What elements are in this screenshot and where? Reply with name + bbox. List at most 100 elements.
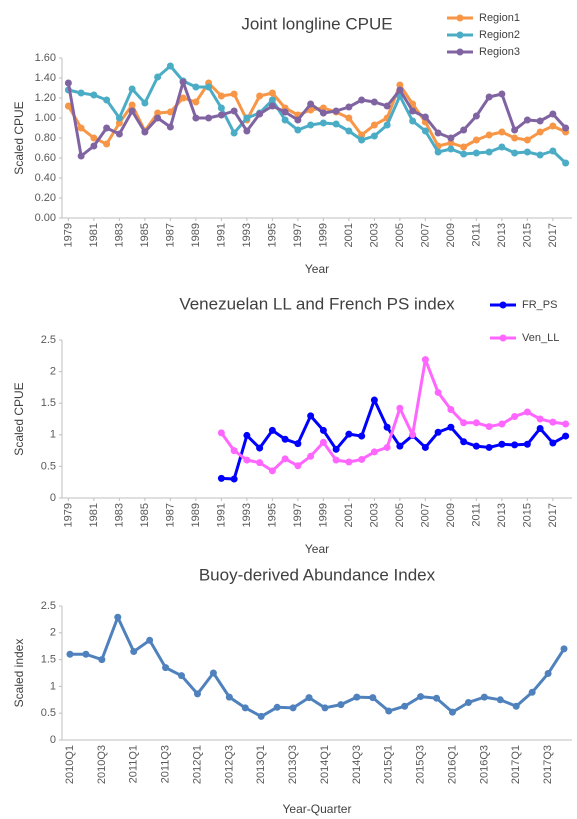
legend-marker <box>456 14 464 22</box>
x-axis-title: Year <box>305 262 329 276</box>
data-point <box>337 701 345 709</box>
data-point <box>289 704 297 712</box>
y-tick-label: 1 <box>50 680 56 692</box>
x-tick-label: 2013 <box>496 223 508 247</box>
data-point <box>345 127 353 135</box>
data-point <box>268 426 276 434</box>
data-point <box>523 440 531 448</box>
x-tick-label: 1983 <box>113 503 125 527</box>
data-point <box>353 693 361 701</box>
x-tick-label: 1999 <box>317 223 329 247</box>
data-point <box>562 124 570 132</box>
data-point <box>421 113 429 121</box>
data-point <box>256 459 264 467</box>
y-tick-label: 0.60 <box>35 152 56 164</box>
data-point <box>217 104 225 112</box>
data-point <box>230 475 238 483</box>
data-point <box>243 114 251 122</box>
data-point <box>480 693 488 701</box>
data-point <box>243 431 251 439</box>
y-tick-label: 1.00 <box>35 112 56 124</box>
data-point <box>498 128 506 136</box>
legend-label: FR_PS <box>522 299 557 311</box>
data-point <box>385 707 393 715</box>
legend-label: Ven_LL <box>522 332 559 344</box>
x-tick-label: 2017Q1 <box>510 745 522 784</box>
data-point <box>256 92 264 100</box>
y-tick-label: 0.20 <box>35 192 56 204</box>
y-axis-title: Scaled CPUE <box>12 101 26 174</box>
data-point <box>90 142 98 150</box>
legend-marker <box>499 334 507 342</box>
data-point <box>146 636 154 644</box>
data-point <box>128 85 136 93</box>
x-tick-label: 1999 <box>317 503 329 527</box>
x-tick-label: 2016Q3 <box>478 745 490 784</box>
data-point <box>192 83 200 91</box>
data-point <box>369 694 377 702</box>
data-point <box>498 90 506 98</box>
x-tick-label: 2015 <box>521 503 533 527</box>
data-point <box>536 128 544 136</box>
x-tick-label: 2010Q3 <box>96 745 108 784</box>
data-point <box>549 110 557 118</box>
x-tick-label: 1989 <box>190 223 202 247</box>
chart-title: Venezuelan LL and French PS index <box>179 294 455 313</box>
data-point <box>421 356 429 364</box>
series-line <box>69 615 566 718</box>
data-point <box>447 134 455 142</box>
data-point <box>294 126 302 134</box>
data-point <box>273 703 281 711</box>
data-point <box>205 83 213 91</box>
data-point <box>434 388 442 396</box>
data-point <box>370 448 378 456</box>
data-point <box>472 112 480 120</box>
data-point <box>523 408 531 416</box>
data-point <box>370 132 378 140</box>
data-point <box>319 438 327 446</box>
data-point <box>166 108 174 116</box>
data-point <box>409 431 417 439</box>
data-point <box>64 79 72 87</box>
data-point <box>383 423 391 431</box>
x-tick-label: 1995 <box>266 223 278 247</box>
data-point <box>128 101 136 109</box>
x-tick-label: 2012Q1 <box>191 745 203 784</box>
data-point <box>512 702 520 710</box>
data-point <box>192 98 200 106</box>
data-point <box>98 656 106 664</box>
x-tick-label: 2017 <box>547 223 559 247</box>
x-tick-label: 1979 <box>62 503 74 527</box>
y-tick-label: 1.20 <box>35 92 56 104</box>
data-point <box>345 430 353 438</box>
data-point <box>307 412 315 420</box>
data-point <box>319 104 327 112</box>
data-point <box>370 121 378 129</box>
y-tick-label: 1.60 <box>35 52 56 64</box>
data-point <box>472 149 480 157</box>
data-point <box>523 148 531 156</box>
data-point <box>472 419 480 427</box>
x-tick-label: 1991 <box>215 223 227 247</box>
data-point <box>485 131 493 139</box>
x-tick-label: 2011Q3 <box>160 745 172 783</box>
x-axis-title: Year-Quarter <box>283 802 352 816</box>
series-line <box>220 358 566 473</box>
legend-label: Region2 <box>479 29 520 41</box>
data-point <box>485 423 493 431</box>
data-point <box>447 423 455 431</box>
data-point <box>225 693 233 701</box>
data-point <box>370 396 378 404</box>
y-tick-label: 0.00 <box>35 212 56 224</box>
y-tick-label: 0.80 <box>35 132 56 144</box>
data-point <box>464 698 472 706</box>
data-point <box>77 124 85 132</box>
data-point <box>90 134 98 142</box>
data-point <box>332 445 340 453</box>
data-point <box>409 107 417 115</box>
data-point <box>115 114 123 122</box>
data-point <box>358 96 366 104</box>
data-point <box>560 645 568 653</box>
data-point <box>485 148 493 156</box>
data-point <box>396 442 404 450</box>
